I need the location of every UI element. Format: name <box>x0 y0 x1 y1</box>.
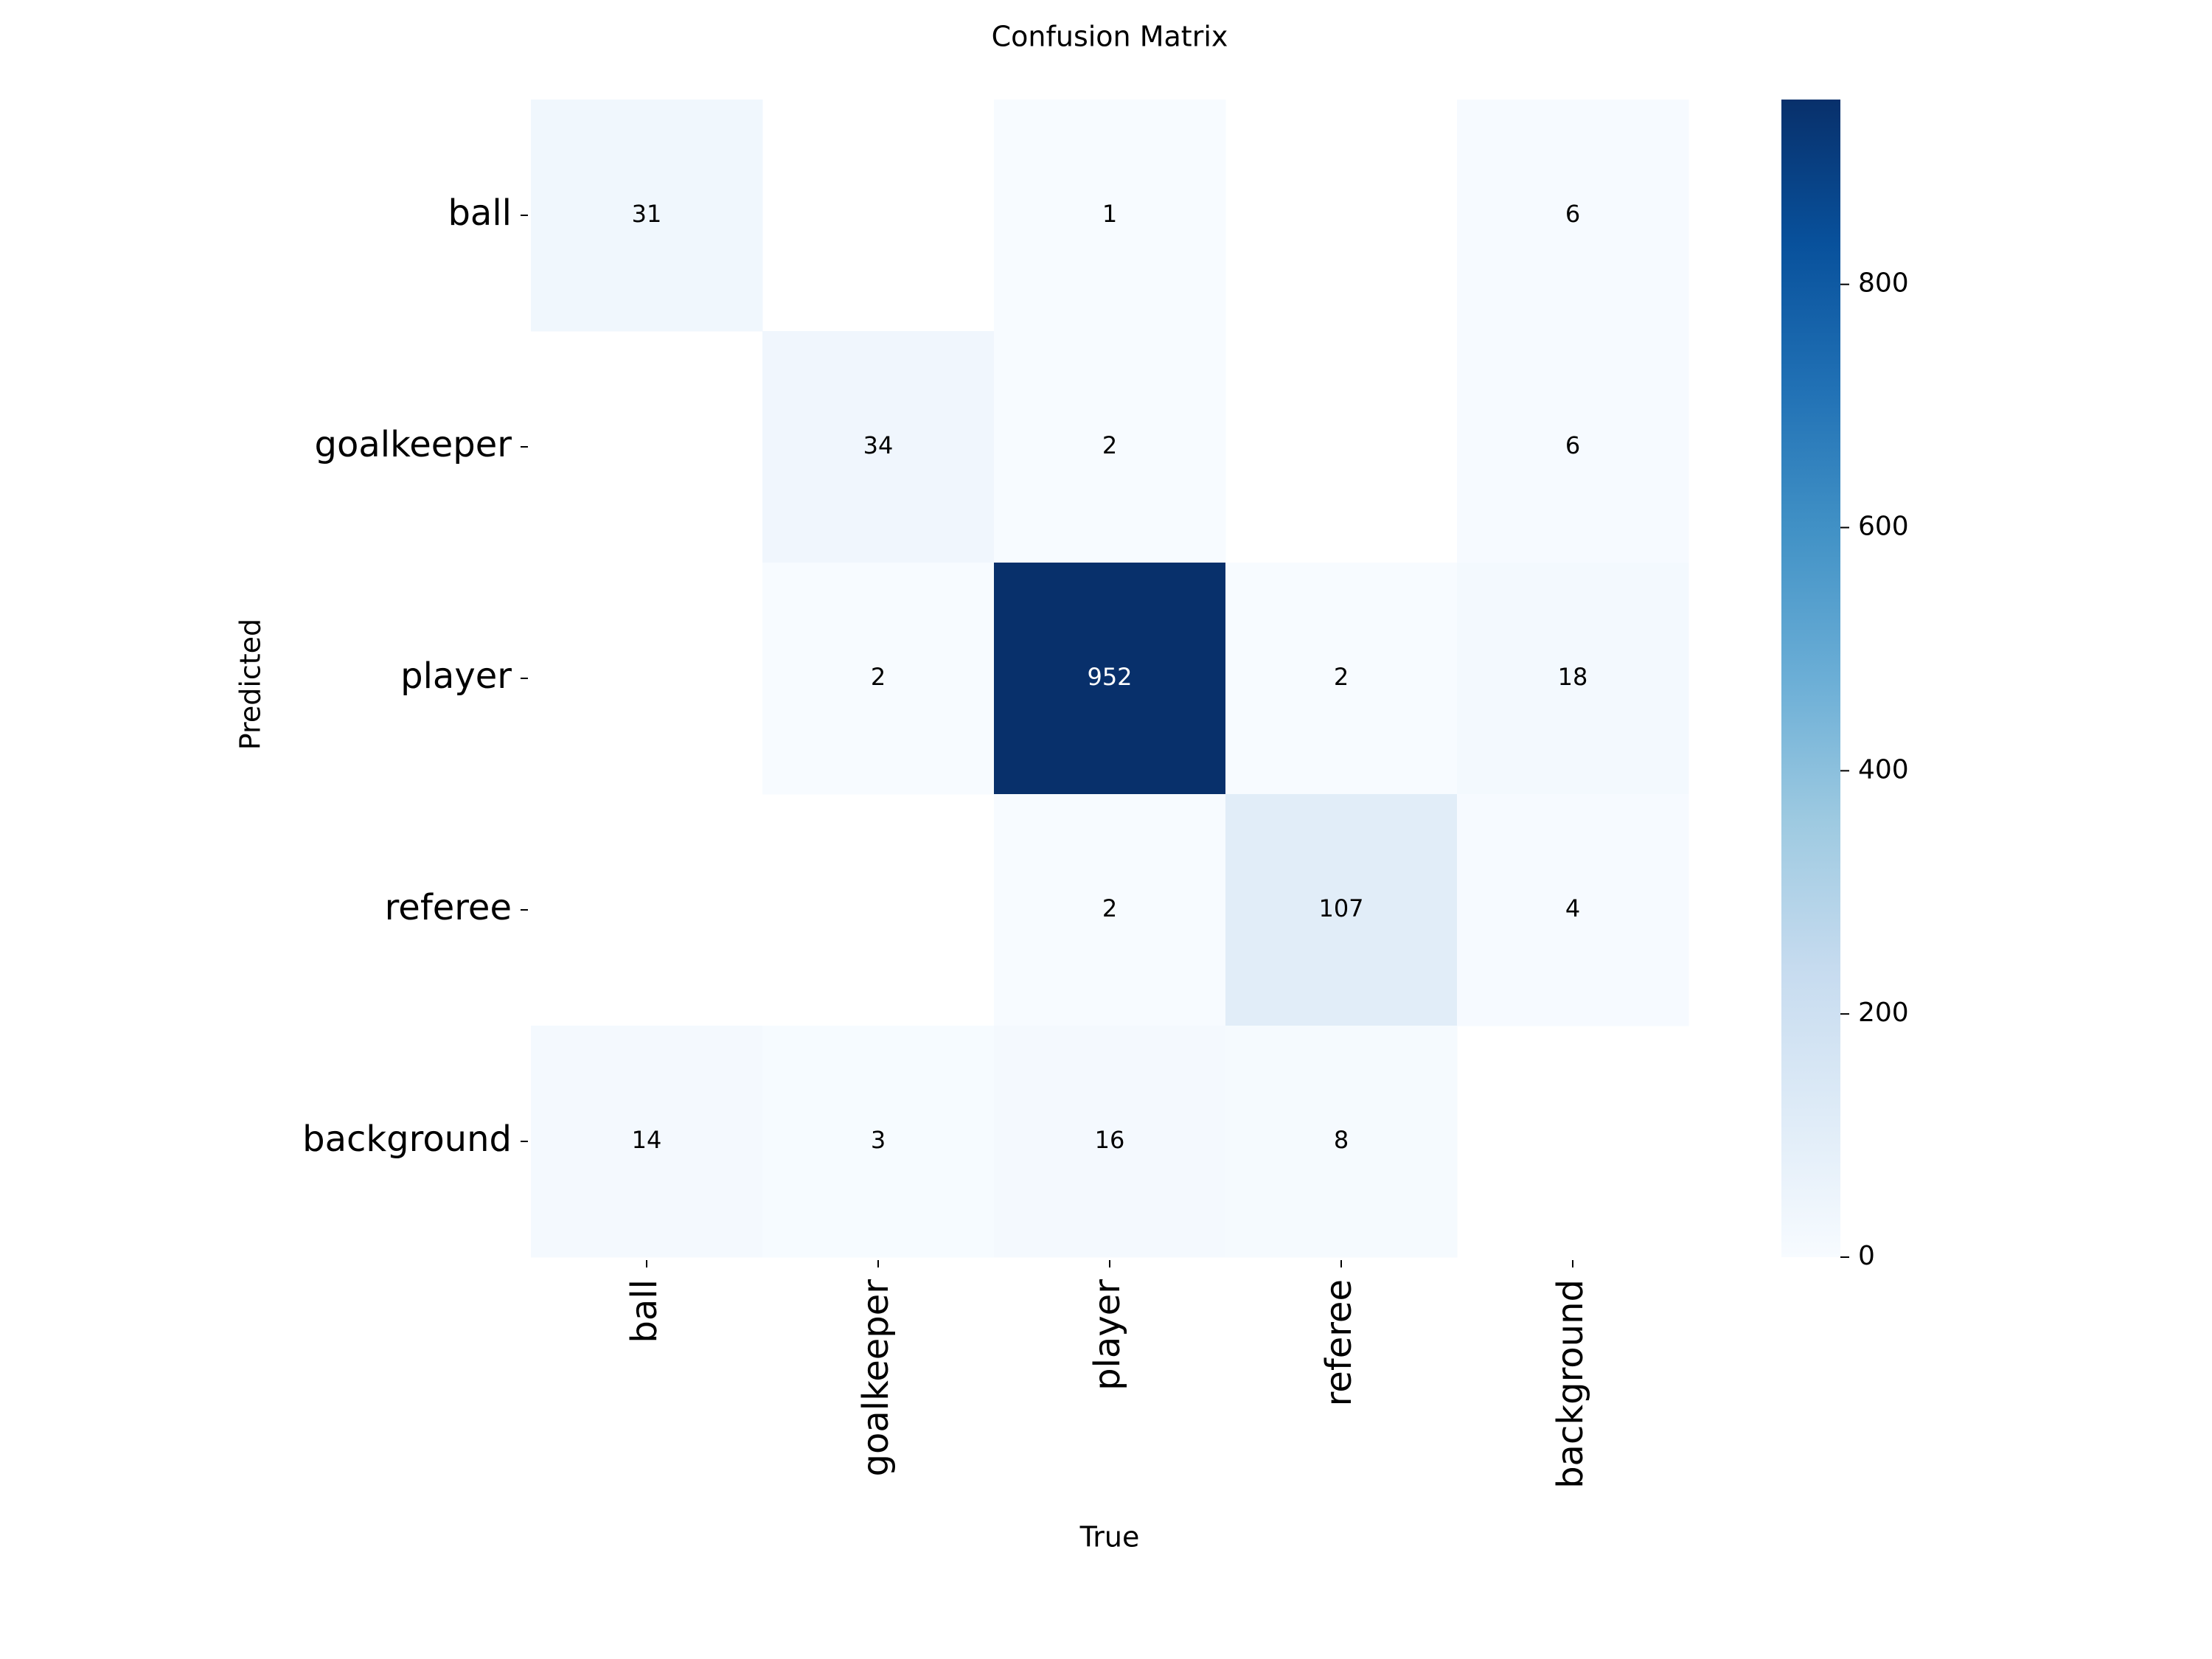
cell-value-label: 2 <box>871 663 886 691</box>
heatmap-cell <box>994 1026 1226 1258</box>
heatmap-cell <box>994 794 1226 1026</box>
y-axis-ticks: ball goalkeeper player referee background <box>302 192 528 1160</box>
cell-value-label: 8 <box>1334 1126 1349 1154</box>
cell-value-label: 4 <box>1565 894 1580 922</box>
x-axis-label: True <box>1079 1521 1140 1554</box>
cell-value-label: 6 <box>1565 200 1580 228</box>
x-tick-label: referee <box>1318 1279 1360 1406</box>
cell-value-label: 34 <box>863 431 894 459</box>
heatmap-cell <box>1457 331 1689 563</box>
cell-value-label: 6 <box>1565 431 1580 459</box>
colorbar-tick-label: 200 <box>1858 998 1909 1028</box>
cell-value-label: 952 <box>1087 663 1132 691</box>
heatmap-cell <box>994 100 1226 332</box>
heatmap-cell <box>531 100 763 332</box>
chart-title: Confusion Matrix <box>992 21 1228 53</box>
heatmap-cell <box>762 563 995 795</box>
colorbar-tick-label: 400 <box>1858 754 1909 785</box>
heatmap-cell <box>994 563 1226 795</box>
cell-value-label: 2 <box>1334 663 1349 691</box>
colorbar-tick-label: 800 <box>1858 268 1909 299</box>
heatmap-cell <box>1225 794 1458 1026</box>
colorbar-tick-label: 0 <box>1858 1241 1875 1271</box>
heatmap-cell <box>1225 1026 1458 1258</box>
cell-value-label: 31 <box>632 200 662 228</box>
heatmap-cell <box>1457 563 1689 795</box>
heatmap-cell <box>1225 563 1458 795</box>
x-tick-label: ball <box>624 1279 665 1343</box>
cell-value-label: 16 <box>1095 1126 1125 1154</box>
heatmap-cell <box>531 1026 763 1258</box>
y-tick-label: goalkeeper <box>315 424 512 465</box>
x-tick-label: player <box>1087 1279 1128 1391</box>
heatmap-cell <box>994 331 1226 563</box>
heatmap-cell-labels: 31 1 634 2 62 952 2 182 107 414 3 16 8 <box>632 200 1588 1154</box>
heatmap-cell <box>1457 100 1689 332</box>
heatmap-cell <box>762 331 995 563</box>
y-tick-label: ball <box>448 192 512 234</box>
heatmap-cell <box>762 1026 995 1258</box>
colorbar <box>1781 100 1840 1257</box>
colorbar-ticks: 0 200 400 600 800 <box>1840 268 1909 1271</box>
y-axis-label: Predicted <box>234 619 267 750</box>
heatmap-cell <box>1457 794 1689 1026</box>
y-tick-label: referee <box>385 887 512 928</box>
x-axis-ticks: ball goalkeeper player referee background <box>624 1260 1591 1489</box>
cell-value-label: 3 <box>871 1126 886 1154</box>
x-tick-label: background <box>1550 1279 1591 1489</box>
heatmap-cells <box>531 100 1689 1258</box>
cell-value-label: 2 <box>1102 431 1117 459</box>
cell-value-label: 14 <box>632 1126 662 1154</box>
y-tick-label: background <box>302 1119 512 1160</box>
colorbar-tick-label: 600 <box>1858 512 1909 542</box>
cell-value-label: 107 <box>1318 894 1363 922</box>
cell-value-label: 2 <box>1102 894 1117 922</box>
x-tick-label: goalkeeper <box>855 1279 897 1477</box>
cell-value-label: 1 <box>1102 200 1117 228</box>
y-tick-label: player <box>400 655 512 697</box>
cell-value-label: 18 <box>1558 663 1588 691</box>
